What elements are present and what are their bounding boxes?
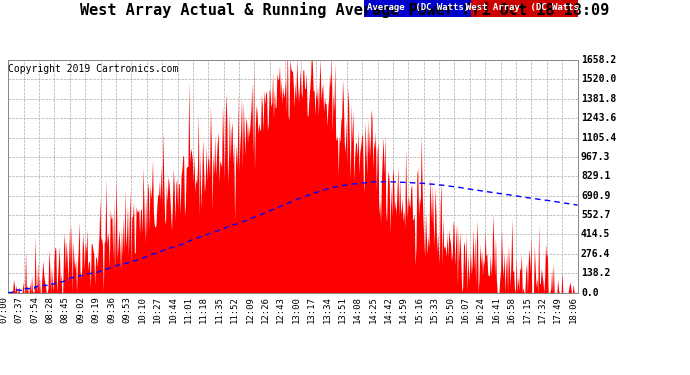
Text: West Array  (DC Watts): West Array (DC Watts) <box>466 3 584 12</box>
Text: 1520.0: 1520.0 <box>581 74 616 84</box>
Text: 15:50: 15:50 <box>446 296 455 323</box>
Text: 13:00: 13:00 <box>292 296 301 323</box>
Text: 18:06: 18:06 <box>569 296 578 323</box>
Text: 1105.4: 1105.4 <box>581 132 616 142</box>
Text: 10:44: 10:44 <box>168 296 177 323</box>
Text: 1381.8: 1381.8 <box>581 94 616 104</box>
Text: 09:02: 09:02 <box>76 296 85 323</box>
Text: 11:18: 11:18 <box>199 296 208 323</box>
Text: 14:25: 14:25 <box>368 296 377 323</box>
Text: 17:32: 17:32 <box>538 296 546 323</box>
Text: 11:01: 11:01 <box>184 296 193 323</box>
Text: 414.5: 414.5 <box>581 230 611 239</box>
Text: 13:51: 13:51 <box>337 296 347 323</box>
Text: 07:37: 07:37 <box>14 296 23 323</box>
Text: 12:43: 12:43 <box>276 296 285 323</box>
Text: 276.4: 276.4 <box>581 249 611 259</box>
Text: 09:36: 09:36 <box>107 296 116 323</box>
Text: 13:17: 13:17 <box>307 296 316 323</box>
Text: 15:16: 15:16 <box>415 296 424 323</box>
Text: 15:33: 15:33 <box>430 296 439 323</box>
Text: 14:59: 14:59 <box>400 296 408 323</box>
Text: 16:41: 16:41 <box>491 296 501 323</box>
Text: 690.9: 690.9 <box>581 190 611 201</box>
Text: 07:00: 07:00 <box>0 296 8 323</box>
Text: 12:09: 12:09 <box>246 296 255 323</box>
Text: 13:34: 13:34 <box>322 296 331 323</box>
Text: 10:27: 10:27 <box>153 296 162 323</box>
Text: Copyright 2019 Cartronics.com: Copyright 2019 Cartronics.com <box>8 64 179 74</box>
Text: 138.2: 138.2 <box>581 268 611 278</box>
Text: 14:42: 14:42 <box>384 296 393 323</box>
Text: 17:49: 17:49 <box>553 296 562 323</box>
Text: 1243.6: 1243.6 <box>581 113 616 123</box>
Text: 07:54: 07:54 <box>30 296 39 323</box>
Text: 14:08: 14:08 <box>353 296 362 323</box>
Text: 967.3: 967.3 <box>581 152 611 162</box>
Text: 0.0: 0.0 <box>581 288 599 297</box>
Text: 11:35: 11:35 <box>215 296 224 323</box>
Text: West Array Actual & Running Average Power Fri Oct 18 18:09: West Array Actual & Running Average Powe… <box>80 2 610 18</box>
Text: 17:15: 17:15 <box>522 296 531 323</box>
Text: 16:07: 16:07 <box>461 296 470 323</box>
Text: 1658.2: 1658.2 <box>581 55 616 65</box>
Text: 829.1: 829.1 <box>581 171 611 181</box>
Text: 12:26: 12:26 <box>261 296 270 323</box>
Text: 16:58: 16:58 <box>507 296 516 323</box>
Text: 08:28: 08:28 <box>46 296 55 323</box>
Text: 552.7: 552.7 <box>581 210 611 220</box>
Text: 08:45: 08:45 <box>61 296 70 323</box>
Text: 11:52: 11:52 <box>230 296 239 323</box>
Text: 09:53: 09:53 <box>122 296 131 323</box>
Text: 09:19: 09:19 <box>92 296 101 323</box>
Text: Average  (DC Watts): Average (DC Watts) <box>366 3 469 12</box>
Text: 10:10: 10:10 <box>138 296 147 323</box>
Text: 16:24: 16:24 <box>476 296 485 323</box>
